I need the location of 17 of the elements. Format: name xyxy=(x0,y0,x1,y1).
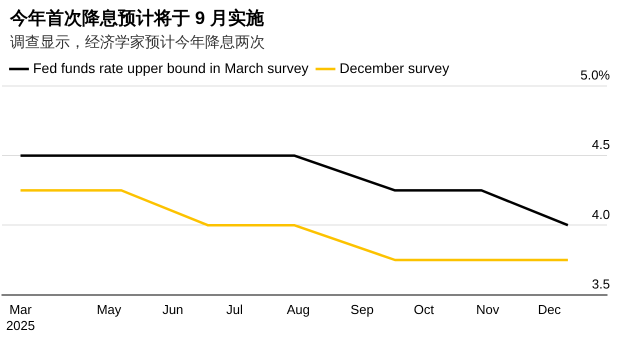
x-tick-label: Sep xyxy=(350,302,374,318)
x-tick-label: Dec xyxy=(538,302,562,318)
x-tick-label: Mar 2025 xyxy=(6,302,35,333)
x-tick-label: Aug xyxy=(286,302,310,318)
chart-title: 今年首次降息预计将于 9 月实施 xyxy=(10,7,264,30)
x-tick-label: May xyxy=(96,302,122,318)
y-tick-label: 4.0 xyxy=(592,206,610,222)
y-tick-label: 3.5 xyxy=(592,276,610,292)
x-tick-label: Jul xyxy=(226,302,243,318)
x-tick-label: Jun xyxy=(162,302,184,318)
legend-label: December survey xyxy=(339,60,450,76)
x-tick-label: Oct xyxy=(414,302,434,318)
chart-subtitle: 调查显示，经济学家预计今年降息两次 xyxy=(10,33,265,52)
y-tick-label: 4.5 xyxy=(592,137,610,152)
y-tick-label: 5.0% xyxy=(580,68,610,83)
legend-label: Fed funds rate upper bound in March survey xyxy=(33,60,308,76)
x-tick-label: Nov xyxy=(476,302,500,318)
